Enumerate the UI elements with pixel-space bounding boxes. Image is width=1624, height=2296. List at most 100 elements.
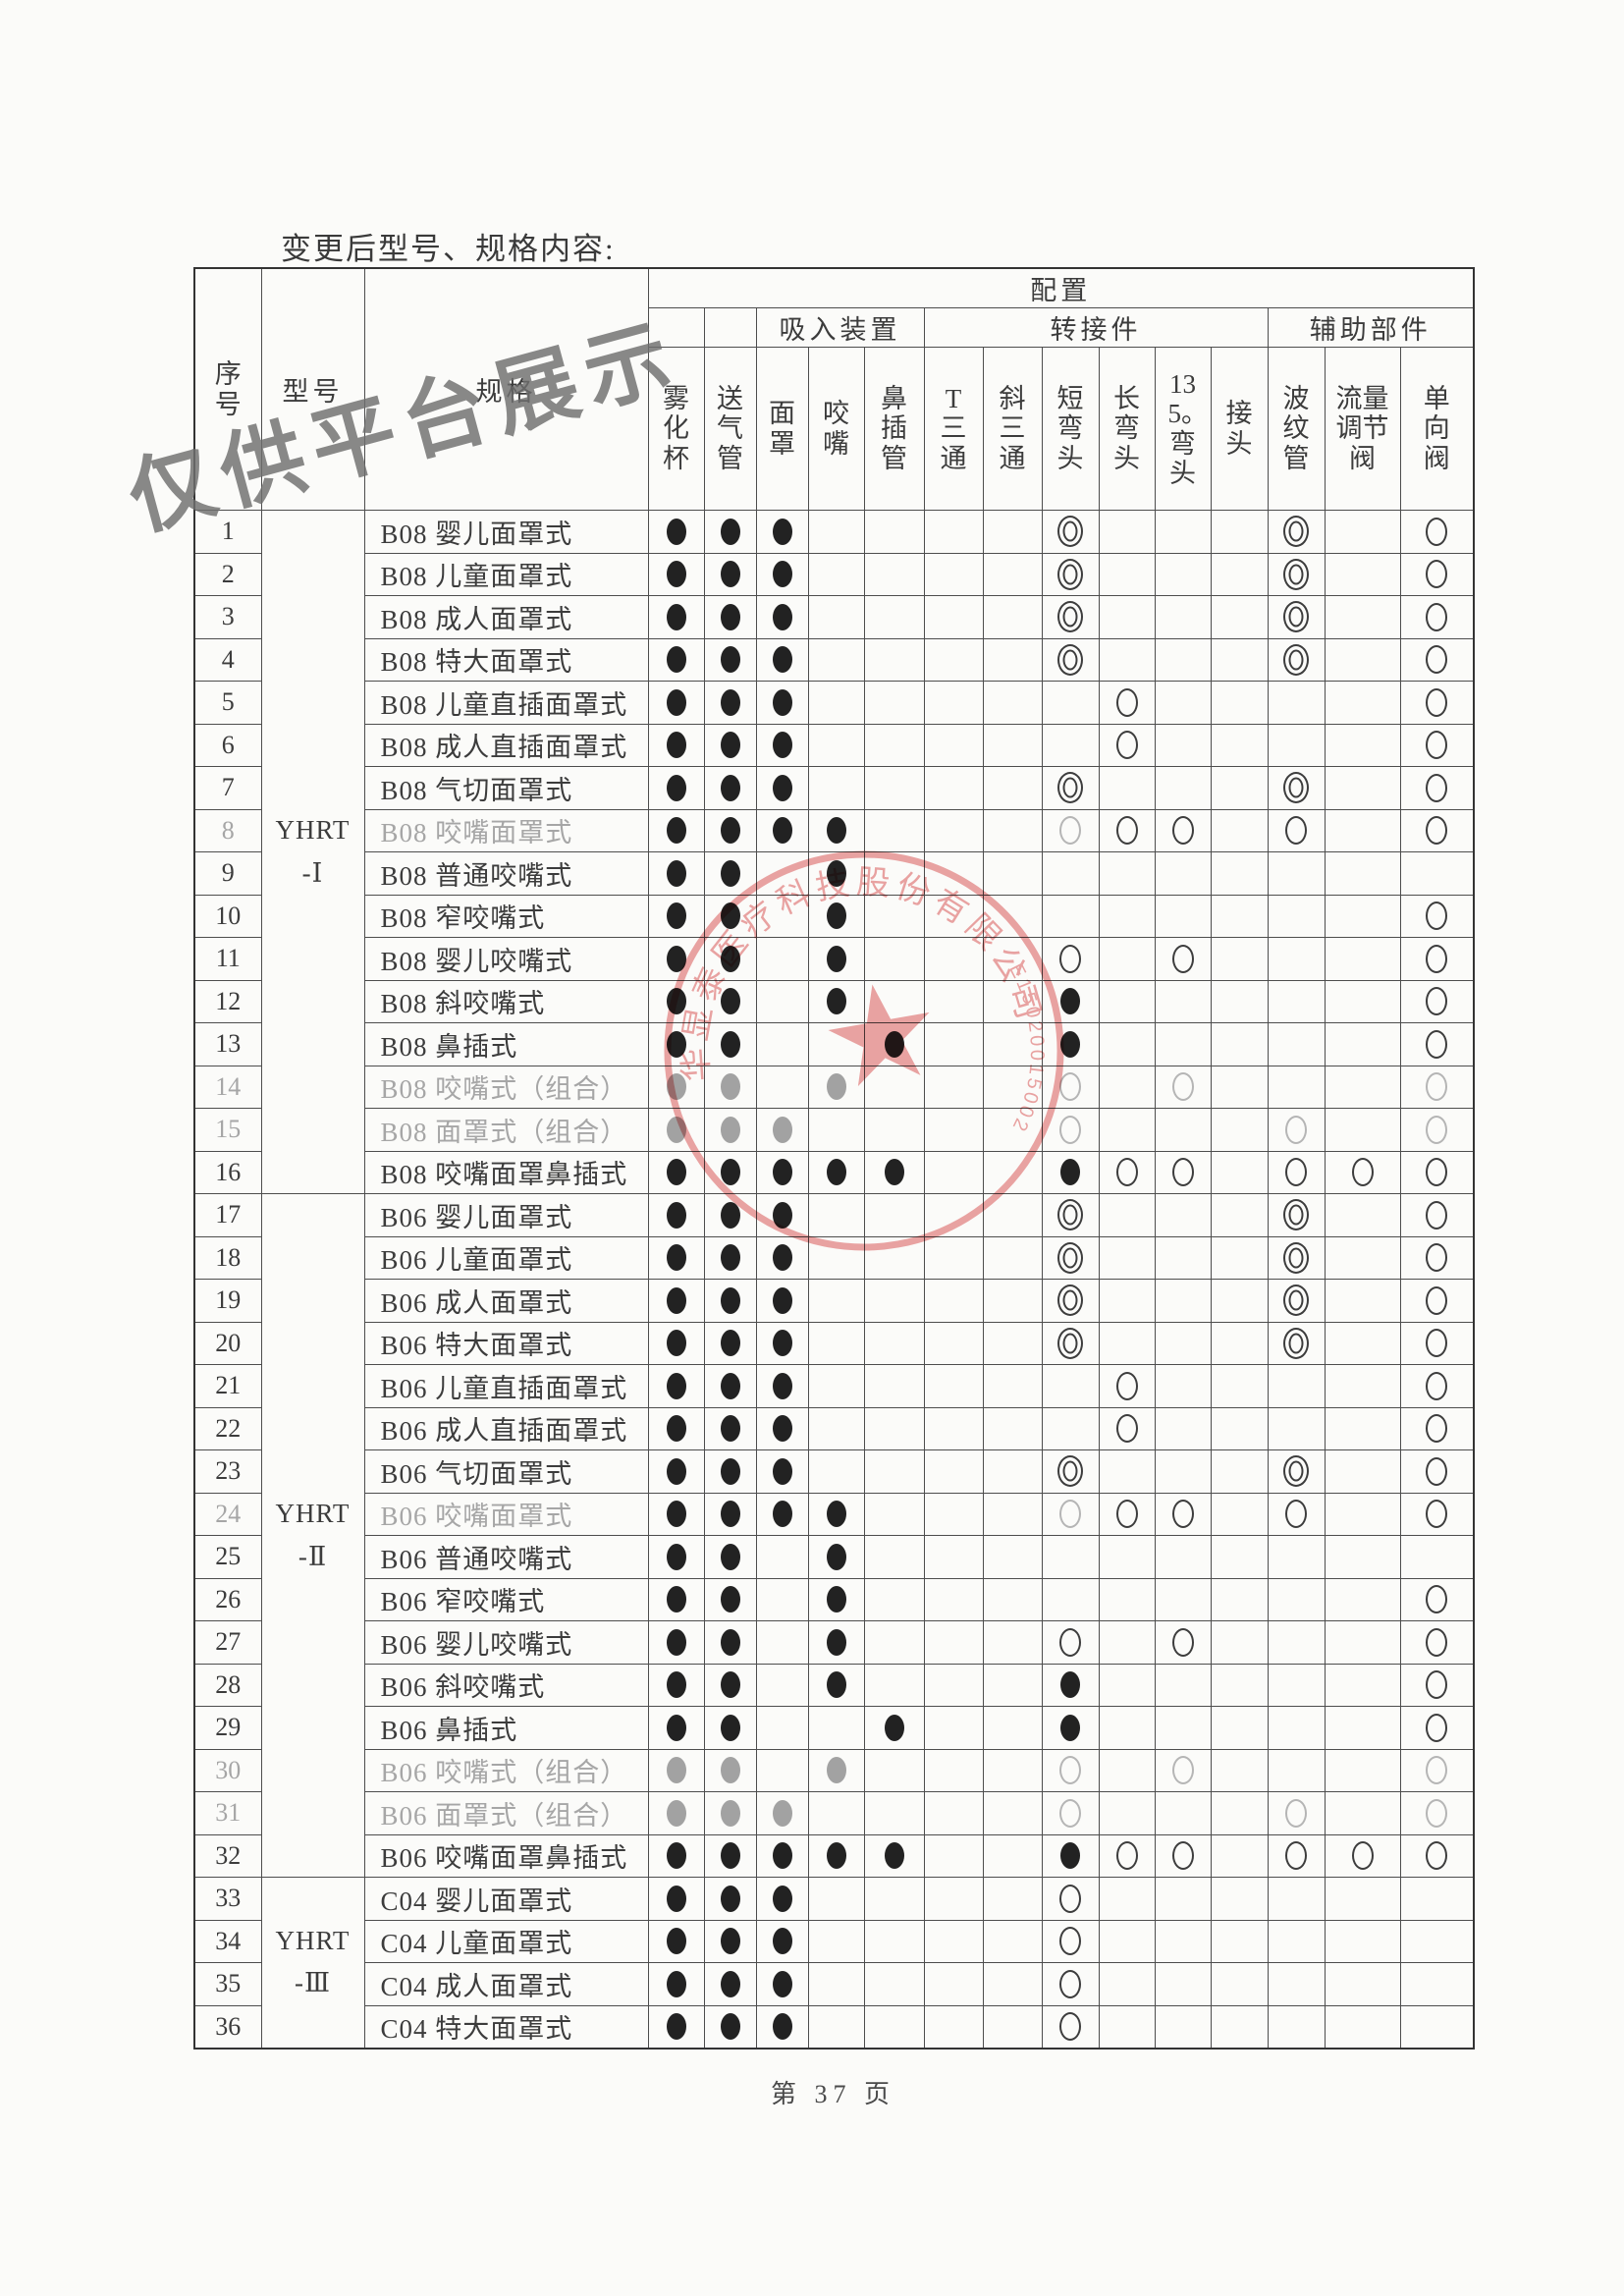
config-cell <box>1399 979 1475 1023</box>
config-cell <box>1041 1406 1100 1450</box>
config-cell <box>1324 851 1401 896</box>
col-header-flow-valve: 流量调节阀 <box>1324 347 1401 511</box>
config-cell <box>923 1492 984 1536</box>
mark-open-circle <box>1426 602 1448 631</box>
config-cell <box>923 681 984 725</box>
config-cell <box>1154 851 1212 896</box>
config-cell <box>1098 1748 1156 1792</box>
config-cell <box>1041 979 1100 1023</box>
table-row: 13 B08 鼻插式 <box>193 1022 1475 1066</box>
config-cell <box>1210 1877 1269 1921</box>
mark-filled-dot <box>666 1671 686 1699</box>
config-cell <box>807 1663 865 1707</box>
config-cell <box>1324 2004 1401 2049</box>
spec-cell: B08 成人直插面罩式 <box>363 723 649 767</box>
config-cell <box>703 1364 757 1408</box>
mark-filled-dot <box>884 1842 904 1870</box>
config-cell <box>923 1406 984 1450</box>
config-cell <box>1154 1150 1212 1194</box>
config-cell <box>1267 1877 1326 1921</box>
config-cell <box>863 1535 925 1579</box>
config-cell <box>1399 1321 1475 1365</box>
config-cell <box>1267 510 1326 554</box>
mark-filled-dot <box>772 1457 792 1485</box>
index-cell: 36 <box>193 2004 262 2049</box>
config-cell <box>807 1406 865 1450</box>
config-cell <box>982 681 1043 725</box>
table-row: 23 B06 气切面罩式 <box>193 1449 1475 1494</box>
config-cell <box>1324 681 1401 725</box>
config-cell <box>1324 1833 1401 1878</box>
mark-double-circle <box>1057 1285 1083 1317</box>
table-row: 7 B08 气切面罩式 <box>193 766 1475 810</box>
model-cell: YHRT -Ⅲ <box>260 1877 365 2049</box>
mark-filled-dot <box>666 988 686 1015</box>
config-cell <box>755 1022 809 1066</box>
config-cell <box>863 1235 925 1280</box>
config-cell <box>1041 937 1100 981</box>
mark-filled-dot <box>720 1757 740 1784</box>
config-cell <box>1210 681 1269 725</box>
col-header-t-tee: T三通 <box>923 347 984 511</box>
mark-filled-dot <box>720 1372 740 1399</box>
config-cell <box>703 637 757 682</box>
mark-filled-dot <box>826 1159 846 1186</box>
mark-open-circle <box>1059 816 1081 846</box>
config-cell <box>807 1364 865 1408</box>
config-cell <box>807 979 865 1023</box>
mark-filled-dot <box>720 603 740 630</box>
config-cell <box>703 1577 757 1621</box>
config-cell <box>1098 1065 1156 1109</box>
config-cell <box>1267 1919 1326 1963</box>
config-cell <box>703 1962 757 2006</box>
table-row: 28 B06 斜咬嘴式 <box>193 1663 1475 1707</box>
config-cell <box>923 1150 984 1194</box>
config-cell <box>1210 1108 1269 1152</box>
spec-cell: B06 儿童直插面罩式 <box>363 1364 649 1408</box>
table-row: 18 B06 儿童面罩式 <box>193 1235 1475 1280</box>
config-cell <box>1154 1065 1212 1109</box>
mark-double-circle <box>1283 1285 1309 1317</box>
config-cell <box>1041 1193 1100 1237</box>
mark-open-circle <box>1059 944 1081 973</box>
config-cell <box>1399 1065 1475 1109</box>
config-cell <box>1154 1279 1212 1323</box>
mark-double-circle <box>1057 558 1083 590</box>
config-cell <box>1210 1150 1269 1194</box>
config-cell <box>1041 595 1100 639</box>
mark-double-circle <box>1057 601 1083 633</box>
spec-cell: B06 斜咬嘴式 <box>363 1663 649 1707</box>
config-cell <box>1267 979 1326 1023</box>
config-cell <box>1324 1193 1401 1237</box>
config-cell <box>1210 552 1269 596</box>
mark-open-circle <box>1426 816 1448 846</box>
config-cell <box>1267 595 1326 639</box>
mark-filled-dot <box>666 1330 686 1357</box>
table-row: 6 B08 成人直插面罩式 <box>193 723 1475 767</box>
config-cell <box>1399 1108 1475 1152</box>
config-cell <box>703 552 757 596</box>
config-cell <box>1098 510 1156 554</box>
config-cell <box>863 894 925 938</box>
index-cell: 29 <box>193 1706 262 1750</box>
config-cell <box>647 1791 705 1835</box>
config-cell <box>1324 1108 1401 1152</box>
config-cell <box>1324 1492 1401 1536</box>
config-cell <box>1098 637 1156 682</box>
table-body: 1 YHRT -Ⅰ B08 婴儿面罩式 2 B08 儿童面罩式 3 B08 成人面罩式 4 B0… <box>193 510 1475 2049</box>
config-cell <box>755 1577 809 1621</box>
mark-filled-dot <box>720 1543 740 1570</box>
mark-filled-dot <box>666 1714 686 1741</box>
spec-cell: B08 气切面罩式 <box>363 766 649 810</box>
config-cell <box>807 1150 865 1194</box>
config-cell <box>923 766 984 810</box>
config-cell <box>703 2004 757 2049</box>
config-cell <box>1399 937 1475 981</box>
mark-open-circle <box>1171 816 1194 846</box>
config-cell <box>863 1577 925 1621</box>
col-header-mask: 面罩 <box>755 347 809 511</box>
config-cell <box>1267 1108 1326 1152</box>
config-cell <box>1154 1321 1212 1365</box>
config-cell <box>1154 1108 1212 1152</box>
config-cell <box>1041 1577 1100 1621</box>
